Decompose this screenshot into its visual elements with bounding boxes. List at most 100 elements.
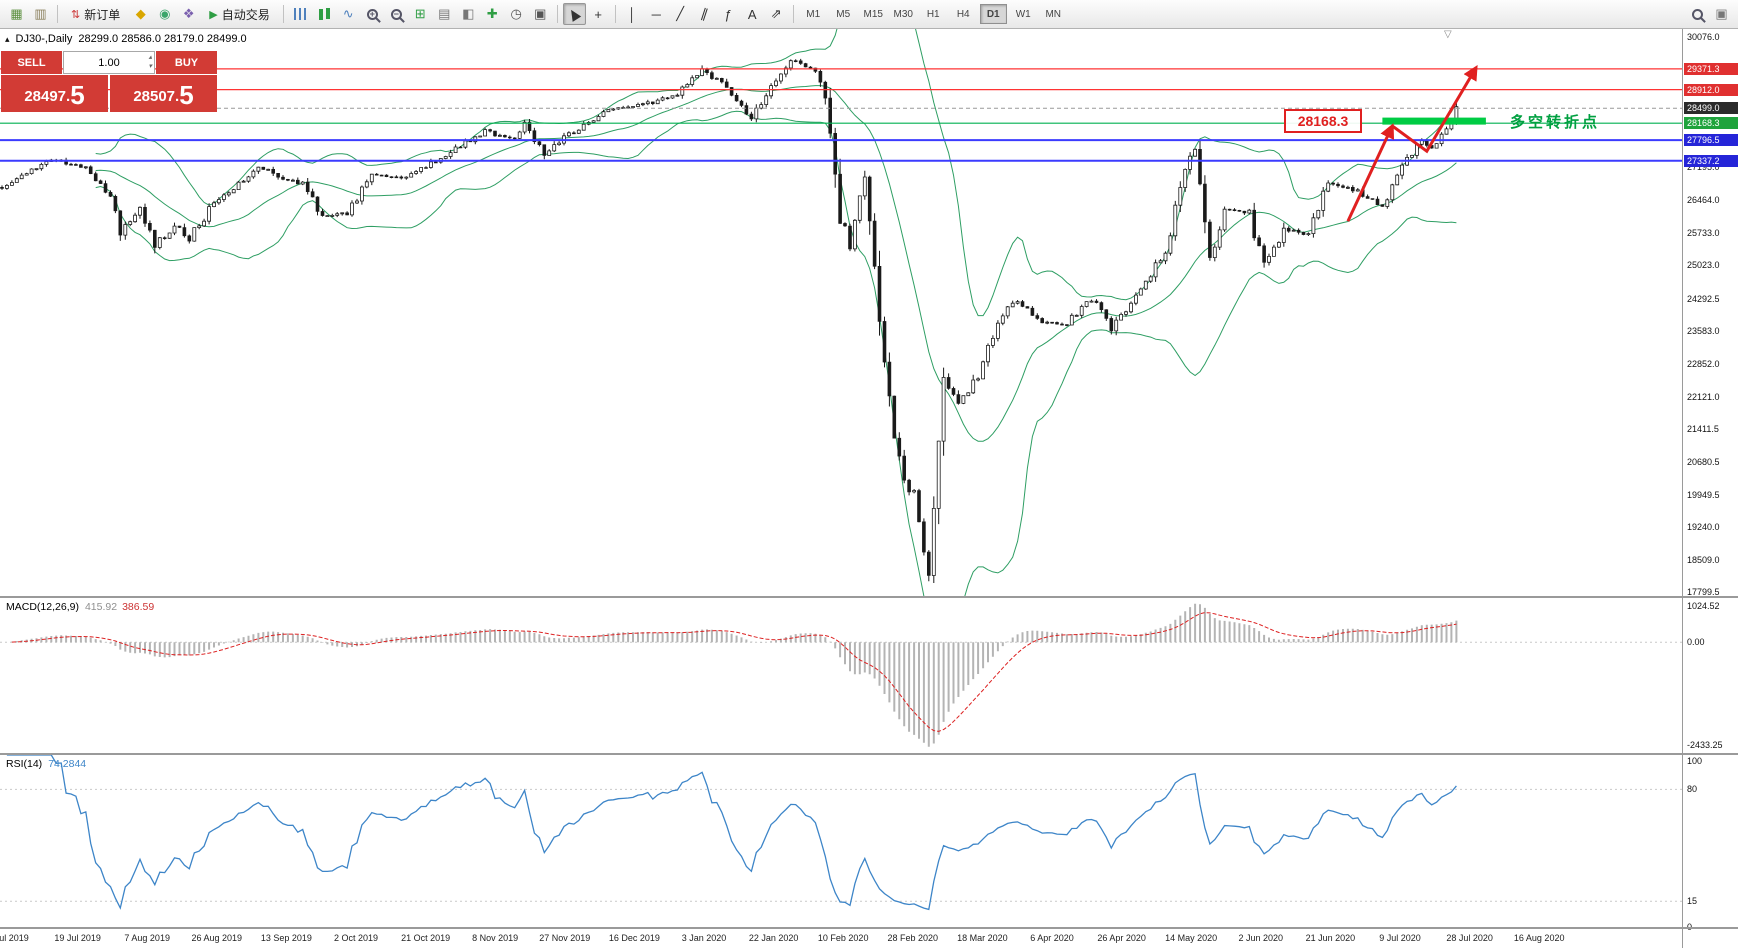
templates-icon[interactable]: ▣: [534, 6, 547, 21]
toolbar-separator: [57, 5, 58, 23]
spinner-down-icon[interactable]: ▾: [148, 63, 152, 70]
timeframe-m30-button[interactable]: M30: [893, 8, 913, 20]
panel-splitter[interactable]: [0, 596, 1738, 598]
macd-indicator-chart[interactable]: [0, 598, 1682, 753]
rsi-indicator-chart[interactable]: [0, 755, 1682, 927]
rsi-line: [6, 755, 1457, 911]
volume-spinner[interactable]: ▴ ▾: [148, 53, 152, 71]
date-label: 27 Nov 2019: [539, 933, 591, 943]
crosshair-icon[interactable]: +: [594, 6, 603, 22]
price-tick-label: 22852.0: [1687, 358, 1720, 369]
one-click-trading-panel: SELL 1.00 ▴ ▾ BUY 28497. 5 28507. 5: [1, 51, 217, 112]
chart-shift-marker-icon[interactable]: ▽: [1444, 29, 1452, 40]
navigator-icon[interactable]: ◧: [462, 6, 475, 21]
popup-list-icon[interactable]: ▣: [1715, 6, 1728, 21]
price-tick-label: 19949.5: [1687, 489, 1720, 500]
timeframe-h4-button[interactable]: H4: [956, 8, 970, 20]
horizontal-line-icon[interactable]: ─: [651, 6, 661, 22]
bar-chart-icon[interactable]: [289, 3, 312, 25]
date-label: 28 Jul 2020: [1446, 933, 1493, 943]
fibonacci-icon[interactable]: ƒ: [724, 6, 732, 22]
zoom-in-icon[interactable]: +: [361, 3, 384, 25]
sell-price-frac: 5: [70, 80, 85, 110]
trade-panel-toggle-icon[interactable]: ▴: [5, 33, 10, 44]
periods-icon[interactable]: ◷: [510, 6, 522, 21]
buy-button-label: BUY: [174, 56, 199, 69]
bar-chart-icon: [293, 8, 307, 20]
tile-windows-icon[interactable]: ⊞: [414, 6, 426, 21]
new-chart-icon[interactable]: ▦: [10, 6, 23, 21]
panel-splitter[interactable]: [0, 753, 1738, 755]
price-tick-label: 18509.0: [1687, 554, 1720, 565]
candle-wicks: [1, 58, 1457, 583]
rsi-value: 74.2844: [48, 758, 87, 770]
profiles-icon[interactable]: ▥: [34, 6, 47, 21]
price-tick-label: 23583.0: [1687, 325, 1720, 336]
timeframe-w1-button[interactable]: W1: [1015, 8, 1031, 20]
price-badge-28912.0: 28912.0: [1684, 83, 1738, 96]
price-badge-29371.3: 29371.3: [1684, 62, 1738, 75]
buy-price-button[interactable]: 28507. 5: [110, 75, 217, 112]
macd-indicator-label: MACD(12,26,9) 415.92 386.59: [6, 601, 154, 613]
price-tick-label: 19240.0: [1687, 521, 1720, 532]
search-icon: [1692, 8, 1703, 20]
toolbar: ▦ ▥ ⇅ 新订单 ◆ ◉ ❖ ▶ 自动交易 ∿ + − ⊞ ▤ ◧ ✚ ◷ ▣ + │ ─ ╱ ∥ ƒ A ⇗ M1 M5 M15 M3…: [0, 0, 1738, 29]
market-icon[interactable]: ❖: [182, 6, 195, 21]
trend-arrow-1[interactable]: [1346, 123, 1395, 222]
timeframe-m5-button[interactable]: M5: [836, 8, 851, 20]
cursor-icon[interactable]: [562, 3, 586, 25]
channel-icon[interactable]: ∥: [698, 5, 710, 22]
timeframe-d1-button[interactable]: D1: [979, 4, 1007, 24]
time-axis[interactable]: 1 Jul 2019 19 Jul 2019 7 Aug 2019 26 Aug 20…: [0, 929, 1682, 948]
trendline-icon[interactable]: ╱: [676, 6, 685, 21]
zoom-in-icon: +: [366, 8, 378, 20]
indicators-icon[interactable]: ✚: [486, 6, 498, 21]
date-label: 3 Jan 2020: [681, 933, 727, 943]
zoom-out-icon[interactable]: −: [385, 3, 408, 25]
search-icon[interactable]: [1686, 3, 1709, 25]
date-label: 21 Oct 2019: [401, 933, 451, 943]
support-zone-bar[interactable]: [1382, 117, 1486, 125]
sell-price-button[interactable]: 28497. 5: [1, 75, 108, 112]
line-chart-icon[interactable]: ∿: [342, 6, 354, 21]
price-axis[interactable]: 30076.0 27195.0 26464.0 25733.0 25023.0 24292…: [1682, 29, 1738, 948]
date-label: 9 Jul 2020: [1379, 933, 1421, 943]
timeframe-m1-button[interactable]: M1: [806, 8, 821, 20]
date-label: 14 May 2020: [1165, 933, 1218, 943]
date-label: 7 Aug 2019: [124, 933, 170, 943]
price-tick-label: 22121.0: [1687, 391, 1720, 402]
turning-point-annotation[interactable]: 多空转折点: [1510, 114, 1601, 131]
macd-main-value: 415.92: [84, 601, 118, 613]
candlestick-chart-icon[interactable]: [313, 3, 336, 25]
metaeditor-icon[interactable]: ◆: [135, 6, 146, 21]
zoom-out-icon: −: [390, 8, 402, 20]
macd-signal-value: 386.59: [122, 601, 155, 613]
price-tick-label: 25023.0: [1687, 260, 1720, 271]
sell-button[interactable]: SELL: [1, 51, 62, 74]
new-order-button[interactable]: ⇅ 新订单: [63, 3, 128, 25]
new-order-button-label: 新订单: [84, 7, 121, 22]
arrows-tool-icon[interactable]: ⇗: [770, 6, 782, 21]
autotrading-button[interactable]: ▶ 自动交易: [201, 3, 277, 25]
bear-candles: [0, 60, 1434, 576]
data-window-icon[interactable]: ▤: [438, 6, 451, 21]
toolbar-separator: [282, 5, 284, 23]
trend-arrow-2[interactable]: [1391, 65, 1478, 154]
bollinger-middle-band: [95, 85, 1457, 442]
macd-signal-line: [11, 612, 1457, 732]
main-price-chart[interactable]: [0, 29, 1682, 596]
volume-input[interactable]: 1.00 ▴ ▾: [63, 51, 155, 74]
spinner-up-icon[interactable]: ▴: [148, 54, 152, 61]
vertical-line-icon[interactable]: │: [628, 6, 637, 22]
strategy-tester-icon[interactable]: ◉: [159, 6, 171, 21]
panel-splitter[interactable]: [0, 927, 1738, 929]
text-tool-icon[interactable]: A: [747, 6, 757, 22]
rsi-axis-label: 100: [1687, 756, 1703, 766]
price-level-flag[interactable]: 28168.3: [1284, 109, 1362, 133]
buy-button[interactable]: BUY: [156, 51, 217, 74]
timeframe-m15-button[interactable]: M15: [863, 8, 883, 20]
rsi-axis-label: 15: [1687, 896, 1698, 907]
timeframe-h1-button[interactable]: H1: [926, 8, 940, 20]
date-label: 26 Aug 2019: [191, 933, 243, 943]
timeframe-mn-button[interactable]: MN: [1045, 8, 1061, 20]
